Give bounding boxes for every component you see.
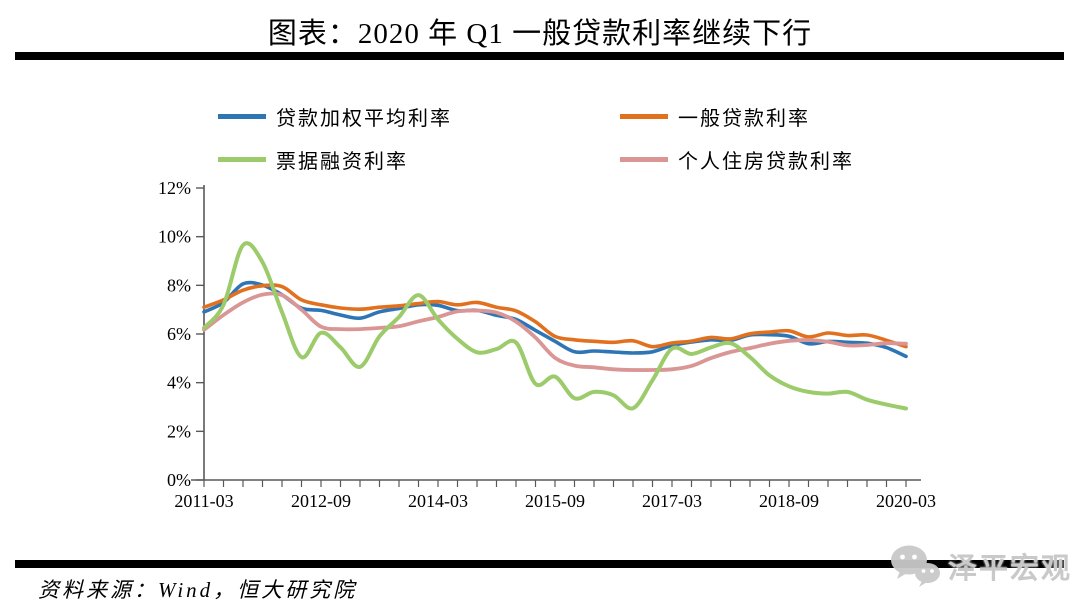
x-tick-label: 2018-09 (759, 491, 819, 511)
source-text: 资料来源：Wind，恒大研究院 (38, 578, 358, 602)
y-tick-label: 12% (158, 178, 191, 198)
series-line-个人住房贷款利率 (202, 291, 908, 372)
chart-title: 图表：2020 年 Q1 一般贷款利率继续下行 (267, 18, 813, 50)
legend-item-bill-financing-rate: 票据融资利率 (218, 148, 408, 173)
series-line-一般贷款利率 (202, 283, 908, 349)
y-tick-label: 2% (167, 421, 191, 441)
x-tick-label: 2020-03 (876, 491, 936, 511)
y-tick-label: 0% (167, 470, 191, 490)
legend-item-mortgage-rate: 个人住房贷款利率 (620, 148, 854, 173)
series-line-票据融资利率 (202, 241, 908, 411)
legend-swatch-green (218, 156, 266, 162)
legend-swatch-pink (620, 156, 668, 162)
watermark-text: 泽平宏观 (948, 553, 1073, 585)
legend-swatch-blue (218, 113, 266, 119)
x-tick-label: 2014-03 (408, 491, 468, 511)
x-tick-label: 2017-03 (642, 491, 702, 511)
x-tick-label: 2011-03 (174, 491, 233, 511)
legend-swatch-orange (620, 113, 668, 119)
legend-label: 个人住房贷款利率 (678, 150, 854, 173)
legend-label: 一般贷款利率 (678, 107, 810, 130)
legend-label: 票据融资利率 (276, 150, 408, 173)
legend-label: 贷款加权平均利率 (276, 107, 452, 130)
wechat-icon (891, 545, 940, 587)
legend-item-weighted-avg-rate: 贷款加权平均利率 (218, 105, 452, 130)
watermark: 泽平宏观 (888, 540, 1070, 592)
legend-item-general-loan-rate: 一般贷款利率 (620, 105, 810, 130)
y-tick-label: 8% (167, 275, 191, 295)
top-divider (15, 52, 1064, 60)
y-tick-label: 4% (167, 373, 191, 393)
series-line-贷款加权平均利率 (202, 280, 908, 359)
y-tick-label: 10% (158, 227, 191, 247)
y-tick-label: 6% (167, 324, 191, 344)
x-tick-label: 2012-09 (291, 491, 351, 511)
bottom-divider (15, 560, 1064, 568)
x-tick-label: 2015-09 (525, 491, 585, 511)
